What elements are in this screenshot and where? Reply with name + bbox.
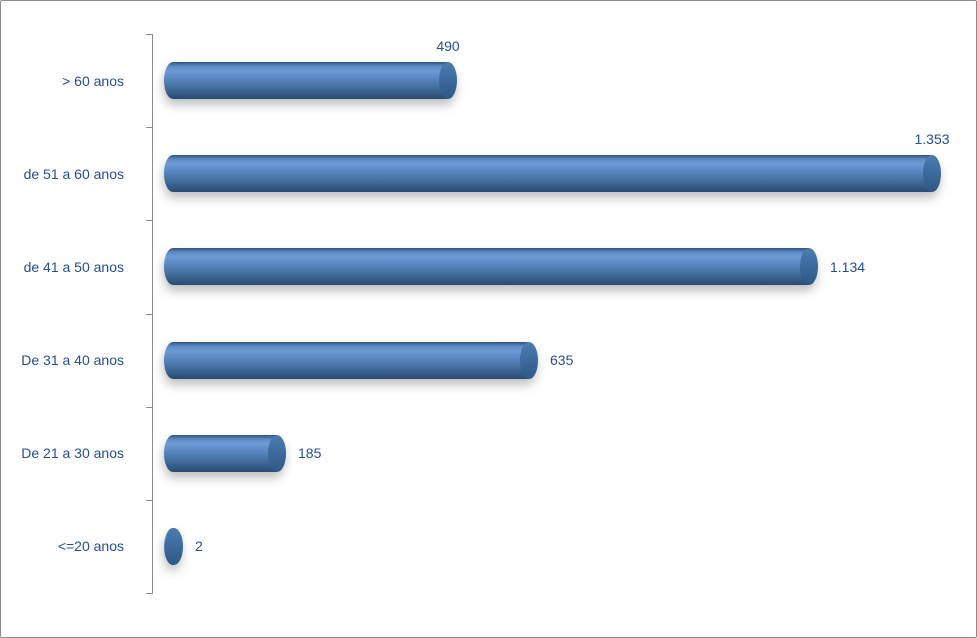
category-label: De 21 a 30 anos — [21, 445, 124, 461]
bar-end-cap — [267, 435, 286, 472]
bar-2 — [164, 248, 819, 285]
bar-body — [164, 62, 448, 99]
category-label: De 31 a 40 anos — [21, 352, 124, 368]
category-label: <=20 anos — [57, 538, 124, 554]
bar-3 — [164, 342, 539, 379]
category-label: > 60 anos — [62, 73, 124, 89]
value-label: 1.353 — [914, 131, 950, 147]
bar-body — [164, 435, 277, 472]
axis-tick — [146, 407, 153, 408]
value-label: 185 — [298, 445, 322, 461]
bar-end-cap — [165, 528, 184, 565]
bar-end-cap — [923, 155, 942, 192]
bar-body — [164, 248, 810, 285]
value-label: 1.134 — [830, 259, 866, 275]
axis-tick — [146, 34, 153, 35]
category-axis-line — [152, 34, 153, 593]
value-label: 2 — [195, 538, 203, 554]
bar-4 — [164, 435, 286, 472]
category-label: de 51 a 60 anos — [23, 166, 124, 182]
bar-end-cap — [800, 248, 819, 285]
axis-tick — [146, 500, 153, 501]
bar-0 — [164, 62, 457, 99]
value-label: 490 — [436, 38, 460, 54]
value-label: 635 — [550, 352, 574, 368]
axis-tick — [146, 220, 153, 221]
bar-end-cap — [438, 62, 457, 99]
bar-body — [164, 342, 530, 379]
axis-tick — [146, 127, 153, 128]
bar-body — [164, 155, 933, 192]
category-label: de 41 a 50 anos — [23, 259, 124, 275]
bar-end-cap — [520, 342, 539, 379]
axis-tick — [146, 593, 153, 594]
bar-1 — [164, 155, 942, 192]
bar-5 — [164, 528, 184, 565]
axis-tick — [146, 314, 153, 315]
